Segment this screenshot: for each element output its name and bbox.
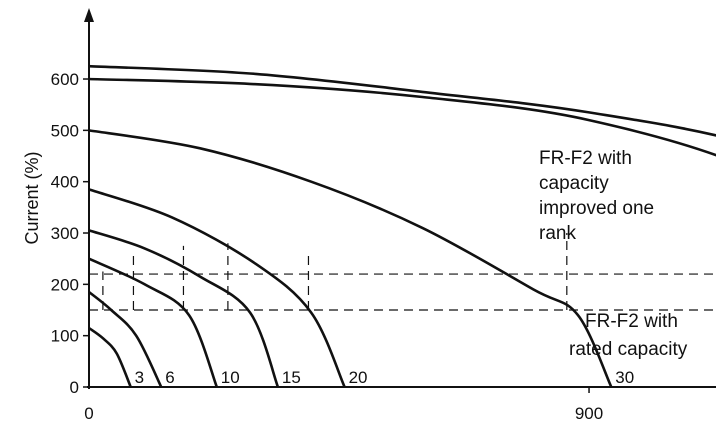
curve-60hz — [88, 64, 716, 137]
y-tick-label: 200 — [51, 275, 79, 294]
frequency-curves — [88, 64, 716, 388]
annotation-line: FR-F2 with — [585, 311, 678, 332]
x-axis-ticks: 090015001800rpm — [84, 387, 603, 423]
frequency-label-6: 6 — [165, 368, 174, 387]
x-tick-label: 0 — [84, 404, 93, 423]
axes — [84, 8, 716, 389]
curve-30 — [88, 129, 613, 388]
curve-3 — [88, 326, 132, 388]
y-tick-label: 500 — [51, 121, 79, 140]
curve-10 — [88, 257, 219, 388]
annotation-line: FR-F2 with — [539, 148, 632, 169]
y-axis-ticks: 0 100 200 300 400 500 600 — [51, 70, 89, 397]
annotation-line: rank — [539, 223, 576, 244]
curve-15 — [88, 229, 280, 388]
frequency-label-10: 10 — [221, 368, 240, 387]
frequency-labels: 36101520305060Hz — [135, 368, 635, 387]
annotation-improved-capacity: FR-F2 with capacity improved one rank — [539, 148, 654, 244]
frequency-label-20: 20 — [349, 368, 368, 387]
x-tick-label: 900 — [575, 404, 603, 423]
annotation-line: capacity — [539, 173, 609, 194]
y-tick-label: 400 — [51, 173, 79, 192]
curve-20 — [88, 188, 346, 388]
y-tick-label: 0 — [70, 378, 79, 397]
reference-lines — [89, 233, 716, 311]
annotation-line: rated capacity — [569, 339, 688, 360]
y-tick-label: 300 — [51, 224, 79, 243]
curve-50 — [88, 77, 716, 157]
y-tick-label: 600 — [51, 70, 79, 89]
frequency-label-15: 15 — [282, 368, 301, 387]
y-tick-label: 100 — [51, 327, 79, 346]
annotation-line: improved one — [539, 198, 654, 219]
frequency-label-3: 3 — [135, 368, 144, 387]
frequency-label-30: 30 — [615, 368, 634, 387]
curve-6 — [88, 290, 163, 388]
annotation-rated-capacity: FR-F2 with rated capacity — [569, 311, 688, 360]
annotations: FR-F2 with capacity improved one rankFR-F2 … — [539, 148, 688, 360]
y-axis-label: Current (%) — [22, 151, 42, 244]
y-axis-arrow — [84, 8, 94, 22]
